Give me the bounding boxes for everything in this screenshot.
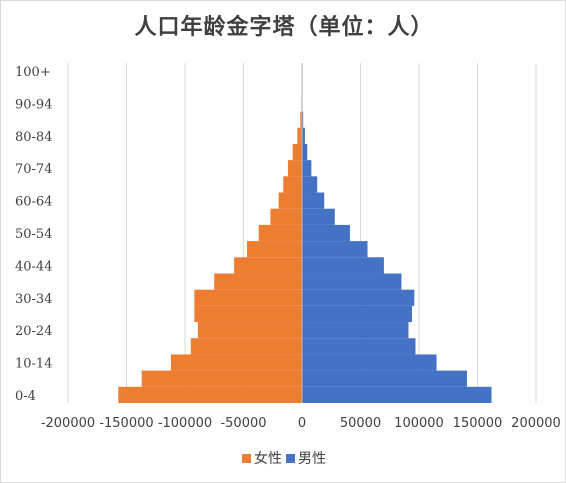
chart-title: 人口年龄金字塔（单位：人） — [134, 14, 434, 40]
y-tick-label: 60-64 — [15, 195, 52, 210]
bar-female-50-54 — [258, 224, 302, 242]
bar-male-0-4 — [302, 386, 492, 403]
y-tick-label: 90-94 — [15, 97, 52, 112]
bar-male-20-24 — [302, 322, 409, 339]
bar-female-5-9 — [141, 370, 302, 387]
bar-female-25-29 — [194, 305, 302, 323]
bar-female-20-24 — [197, 322, 302, 339]
y-tick-label: 40-44 — [15, 259, 52, 274]
y-tick-label: 50-54 — [15, 227, 52, 242]
x-tick-label: 50000 — [340, 416, 381, 431]
x-tick-label: 150000 — [453, 416, 503, 431]
y-tick-label: 80-84 — [15, 130, 52, 145]
bar-female-40-44 — [234, 257, 302, 274]
bar-male-5-9 — [302, 370, 467, 387]
bar-female-10-14 — [170, 354, 302, 371]
bar-female-35-39 — [214, 273, 302, 290]
y-tick-label: 20-24 — [15, 324, 52, 339]
legend-item-female: 女性 — [242, 448, 282, 468]
bar-male-80-84 — [302, 127, 305, 144]
legend-label-male: 男性 — [298, 451, 326, 467]
bar-female-70-74 — [287, 160, 302, 177]
y-tick-label: 30-34 — [15, 292, 52, 307]
bar-female-65-69 — [283, 176, 302, 193]
bar-male-60-64 — [302, 192, 325, 209]
x-tick-label: -50000 — [220, 416, 266, 431]
bar-male-85-89 — [302, 111, 304, 128]
y-tick-label: 100+ — [15, 65, 51, 80]
legend: 女性 男性 — [1, 448, 565, 468]
x-tick-label: 200000 — [511, 416, 561, 431]
y-tick-label: 70-74 — [15, 162, 52, 177]
bar-male-45-49 — [302, 241, 368, 258]
bar-female-75-79 — [292, 143, 302, 161]
bar-male-55-59 — [302, 208, 335, 225]
bar-male-35-39 — [302, 273, 402, 290]
bar-male-30-34 — [302, 289, 415, 306]
y-tick-label: 10-14 — [15, 357, 52, 372]
bar-female-55-59 — [270, 208, 302, 225]
y-tick-label: 0-4 — [15, 389, 36, 404]
x-tick-label: 0 — [298, 416, 306, 431]
bar-female-85-89 — [300, 111, 302, 128]
bar-female-60-64 — [278, 192, 302, 209]
bar-female-30-34 — [194, 289, 302, 306]
x-tick-label: -150000 — [99, 416, 153, 431]
bar-male-50-54 — [302, 224, 350, 242]
bar-female-15-19 — [190, 338, 302, 355]
bar-male-40-44 — [302, 257, 384, 274]
bar-female-45-49 — [247, 241, 302, 258]
bar-male-75-79 — [302, 143, 308, 161]
legend-item-male: 男性 — [286, 448, 326, 468]
x-tick-label: -200000 — [41, 416, 95, 431]
bar-male-65-69 — [302, 176, 318, 193]
bar-male-15-19 — [302, 338, 416, 355]
bar-female-80-84 — [297, 127, 302, 144]
bar-female-0-4 — [118, 386, 302, 403]
legend-label-female: 女性 — [254, 451, 282, 467]
legend-swatch-female — [242, 453, 251, 463]
x-tick-label: 100000 — [394, 416, 444, 431]
bar-male-10-14 — [302, 354, 437, 371]
x-tick-label: -100000 — [158, 416, 212, 431]
bar-male-25-29 — [302, 305, 412, 323]
bar-male-70-74 — [302, 160, 312, 177]
legend-swatch-male — [286, 453, 295, 463]
